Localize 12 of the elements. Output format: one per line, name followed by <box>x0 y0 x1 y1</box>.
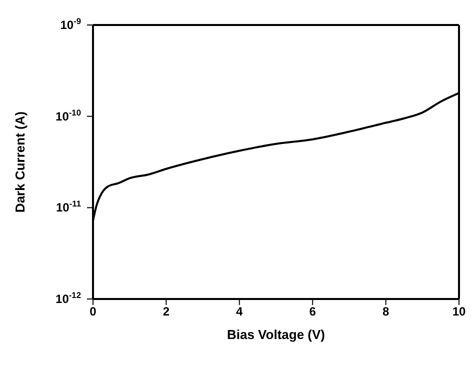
x-tick-label: 0 <box>90 304 97 319</box>
y-tick-label: 10$^{-9}$ <box>60 16 82 32</box>
y-tick-label: 10$^{-10}$ <box>56 107 82 124</box>
y-tick-label: 10$^{-11}$ <box>56 198 82 215</box>
x-tick-label: 8 <box>382 304 390 319</box>
y-axis-title: Dark Current (A) <box>12 111 28 213</box>
x-axis-title: Bias Voltage (V) <box>226 327 326 342</box>
x-tick-label: 10 <box>452 304 466 319</box>
x-tick-label: 6 <box>309 304 316 319</box>
x-tick-label: 2 <box>162 304 170 319</box>
y-tick-label: 10$^{-12}$ <box>56 290 82 306</box>
x-tick-label: 4 <box>236 304 244 319</box>
